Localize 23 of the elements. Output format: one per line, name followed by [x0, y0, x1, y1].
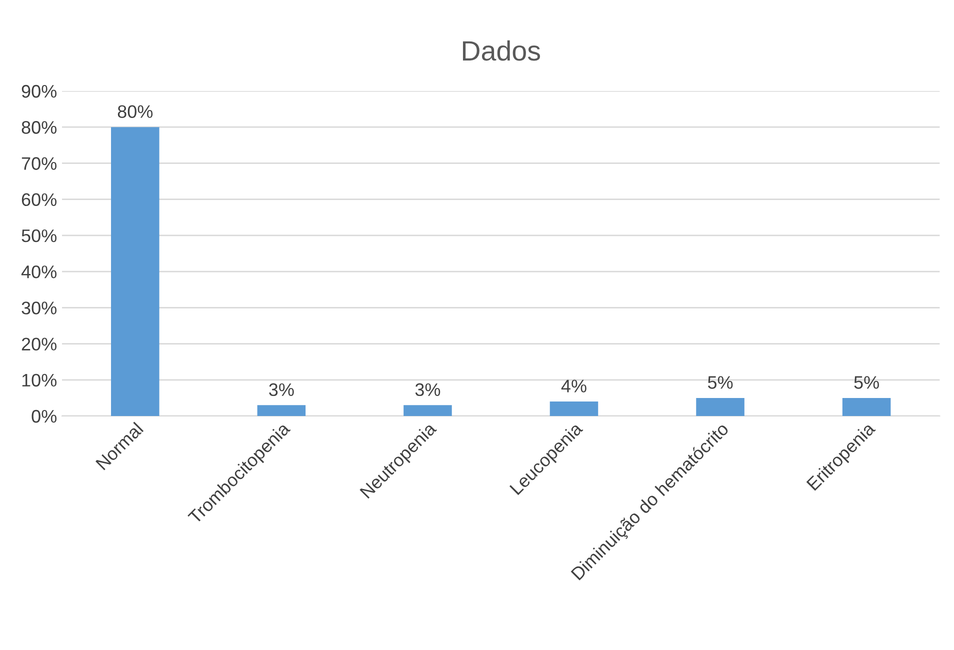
data-label: 80%	[118, 105, 153, 118]
y-tick-label: 50%	[22, 229, 57, 242]
data-label: 3%	[415, 383, 440, 396]
y-tick-label: 30%	[22, 302, 57, 314]
bar	[111, 127, 160, 416]
y-tick-label: 90%	[22, 84, 57, 98]
bar	[550, 402, 598, 416]
data-label: 5%	[708, 376, 733, 389]
y-tick-label: 0%	[32, 410, 57, 423]
bar	[404, 405, 452, 416]
y-tick-label: 20%	[22, 338, 57, 350]
bar	[696, 398, 744, 416]
data-label: 3%	[269, 383, 294, 396]
data-label: 4%	[561, 380, 586, 392]
y-tick-label: 40%	[21, 265, 57, 278]
y-tick-label: 60%	[22, 193, 57, 206]
y-tick-label: 80%	[22, 121, 57, 134]
bar	[842, 398, 891, 416]
chart-title: Dados	[462, 40, 540, 61]
y-tick-label: 10%	[22, 374, 57, 387]
bar	[257, 405, 306, 416]
y-tick-label: 70%	[22, 157, 57, 170]
data-label: 5%	[854, 376, 879, 389]
